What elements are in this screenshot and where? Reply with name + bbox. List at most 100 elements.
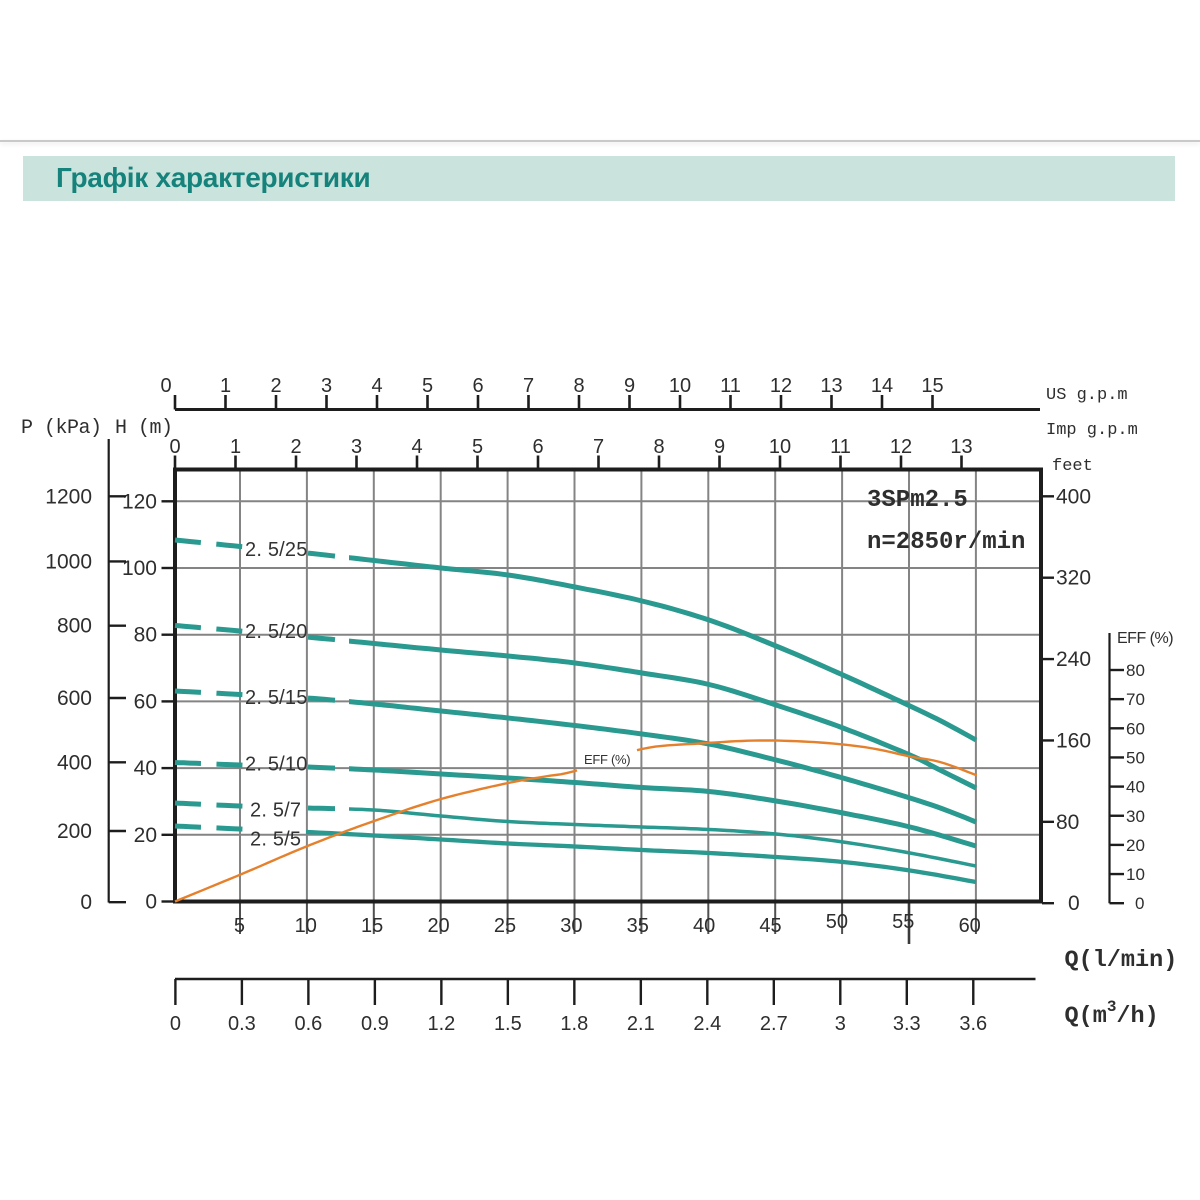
svg-text:Imp g.p.m: Imp g.p.m <box>1046 421 1138 440</box>
svg-text:6: 6 <box>472 375 483 397</box>
svg-text:P (kPa): P (kPa) <box>21 417 102 440</box>
svg-text:1: 1 <box>220 375 231 397</box>
svg-text:Q(l/min): Q(l/min) <box>1065 947 1178 974</box>
svg-text:1.5: 1.5 <box>494 1013 522 1035</box>
svg-text:n=2850r/min: n=2850r/min <box>867 529 1025 556</box>
svg-text:600: 600 <box>57 687 92 710</box>
svg-text:2. 5/15: 2. 5/15 <box>245 687 308 709</box>
svg-text:2.7: 2.7 <box>760 1013 788 1035</box>
svg-text:240: 240 <box>1056 648 1091 671</box>
svg-text:0.9: 0.9 <box>361 1013 389 1035</box>
svg-text:5: 5 <box>472 436 483 458</box>
svg-text:20: 20 <box>1126 836 1145 855</box>
svg-text:12: 12 <box>890 436 912 458</box>
svg-text:12: 12 <box>770 375 792 397</box>
svg-text:45: 45 <box>759 915 781 937</box>
svg-text:8: 8 <box>653 436 664 458</box>
svg-text:3: 3 <box>321 375 332 397</box>
svg-text:2. 5/10: 2. 5/10 <box>245 754 308 776</box>
svg-text:400: 400 <box>57 751 92 774</box>
svg-text:200: 200 <box>57 820 92 843</box>
svg-text:15: 15 <box>361 915 383 937</box>
svg-text:feet: feet <box>1052 457 1093 476</box>
svg-text:70: 70 <box>1126 690 1145 709</box>
svg-text:0: 0 <box>170 1013 181 1035</box>
svg-text:11: 11 <box>720 375 741 397</box>
svg-text:2. 5/20: 2. 5/20 <box>245 621 308 643</box>
svg-text:20: 20 <box>427 915 449 937</box>
svg-text:35: 35 <box>627 915 649 937</box>
svg-text:20: 20 <box>134 824 157 847</box>
svg-text:0: 0 <box>1068 892 1080 915</box>
svg-text:1: 1 <box>230 436 241 458</box>
svg-text:4: 4 <box>411 436 422 458</box>
svg-text:320: 320 <box>1056 567 1091 590</box>
svg-text:10: 10 <box>669 375 691 397</box>
svg-text:30: 30 <box>1126 807 1145 826</box>
svg-text:3.6: 3.6 <box>959 1013 987 1035</box>
svg-text:2.1: 2.1 <box>627 1013 655 1035</box>
svg-text:14: 14 <box>871 375 893 397</box>
svg-text:1.8: 1.8 <box>560 1013 588 1035</box>
svg-text:3: 3 <box>835 1013 846 1035</box>
svg-text:0.3: 0.3 <box>228 1013 256 1035</box>
svg-text:120: 120 <box>122 490 157 513</box>
svg-text:0: 0 <box>169 436 180 458</box>
svg-text:13: 13 <box>820 375 842 397</box>
svg-text:3SPm2.5: 3SPm2.5 <box>867 487 968 514</box>
svg-text:2. 5/7: 2. 5/7 <box>250 800 301 822</box>
svg-text:25: 25 <box>494 915 516 937</box>
svg-text:7: 7 <box>523 375 534 397</box>
svg-text:80: 80 <box>1056 811 1079 834</box>
svg-text:400: 400 <box>1056 485 1091 508</box>
svg-text:3: 3 <box>351 436 362 458</box>
svg-text:60: 60 <box>959 915 981 937</box>
svg-text:10: 10 <box>769 436 791 458</box>
svg-text:H (m): H (m) <box>115 417 173 440</box>
svg-text:EFF (%): EFF (%) <box>1117 630 1173 647</box>
svg-text:5: 5 <box>234 915 245 937</box>
svg-text:50: 50 <box>826 911 848 933</box>
svg-text:6: 6 <box>532 436 543 458</box>
svg-text:9: 9 <box>624 375 635 397</box>
svg-text:160: 160 <box>1056 729 1091 752</box>
svg-text:50: 50 <box>1126 748 1145 767</box>
svg-text:40: 40 <box>693 915 715 937</box>
svg-text:0: 0 <box>1135 894 1144 913</box>
svg-text:60: 60 <box>134 690 157 713</box>
svg-text:80: 80 <box>134 624 157 647</box>
svg-text:2.4: 2.4 <box>693 1013 721 1035</box>
svg-text:7: 7 <box>593 436 604 458</box>
svg-text:1000: 1000 <box>45 550 92 573</box>
svg-text:0: 0 <box>160 375 171 397</box>
svg-text:13: 13 <box>950 436 972 458</box>
svg-text:30: 30 <box>560 915 582 937</box>
svg-text:15: 15 <box>921 375 943 397</box>
svg-text:80: 80 <box>1126 661 1145 680</box>
svg-text:2: 2 <box>290 436 301 458</box>
svg-text:1.2: 1.2 <box>427 1013 455 1035</box>
svg-text:10: 10 <box>1126 865 1145 884</box>
svg-text:5: 5 <box>422 375 433 397</box>
svg-text:11: 11 <box>830 436 851 458</box>
svg-text:1200: 1200 <box>45 485 92 508</box>
svg-text:60: 60 <box>1126 719 1145 738</box>
svg-text:2: 2 <box>270 375 281 397</box>
svg-text:40: 40 <box>134 757 157 780</box>
svg-text:2. 5/5: 2. 5/5 <box>250 829 301 851</box>
svg-text:800: 800 <box>57 615 92 638</box>
svg-text:4: 4 <box>371 375 382 397</box>
svg-text:55: 55 <box>892 911 914 933</box>
svg-text:40: 40 <box>1126 778 1145 797</box>
svg-text:9: 9 <box>714 436 725 458</box>
svg-text:US g.p.m: US g.p.m <box>1046 386 1128 405</box>
svg-text:0: 0 <box>145 891 157 914</box>
svg-text:2. 5/25: 2. 5/25 <box>245 539 308 561</box>
svg-text:EFF (%): EFF (%) <box>584 752 630 767</box>
svg-text:0.6: 0.6 <box>294 1013 322 1035</box>
svg-text:8: 8 <box>573 375 584 397</box>
svg-text:Q(m3/h): Q(m3/h) <box>1065 998 1159 1030</box>
svg-text:3.3: 3.3 <box>893 1013 921 1035</box>
svg-text:100: 100 <box>122 557 157 580</box>
svg-text:10: 10 <box>295 915 317 937</box>
